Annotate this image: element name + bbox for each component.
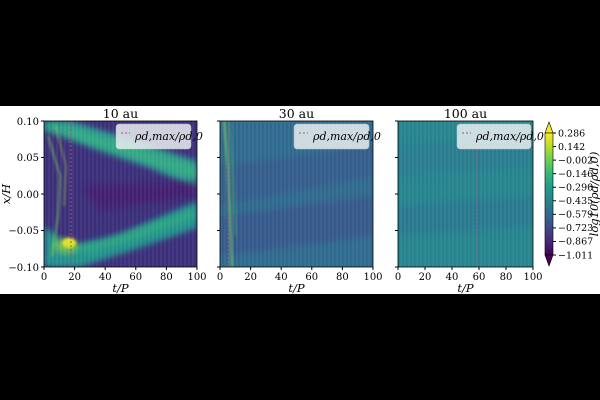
y-axis-30au (217, 120, 220, 268)
x-axis-10au: 0 20 40 60 80 100 (41, 267, 207, 283)
colorbar-tick-label: −0.290 (558, 183, 593, 194)
x-tick-label: 60 (473, 272, 486, 283)
colorbar-ticks: 0.286 0.142 −0.002 −0.146 −0.290 −0.435 −0.579… (553, 128, 593, 261)
x-tick-label: 80 (160, 272, 173, 283)
x-tick-label: 80 (500, 272, 513, 283)
legend-label-100au: ρd,max/ρd,0 (475, 130, 544, 143)
legend-10au: ρd,max/ρd,0 (115, 123, 203, 150)
colorbar-tick-label: −0.867 (558, 237, 593, 248)
x-tick-label: 100 (187, 272, 206, 283)
y-tick-label: 0.05 (17, 153, 39, 164)
y-axis-label: x/H (0, 183, 13, 204)
x-tick-label: 20 (244, 272, 257, 283)
x-tick-label: 80 (336, 272, 349, 283)
colorbar-tick-label: 0.142 (558, 142, 585, 153)
colorbar-tick-label: −0.435 (558, 196, 593, 207)
legend-label-30au: ρd,max/ρd,0 (312, 130, 381, 143)
x-axis-30au: 0 20 40 60 80 100 (217, 267, 383, 283)
colorbar-tick-label: −0.146 (558, 169, 593, 180)
x-axis-label-10au: t/P (112, 281, 128, 294)
legend-100au: ρd,max/ρd,0 (456, 123, 544, 150)
x-tick-label: 40 (446, 272, 459, 283)
figure: ρd,max/ρd,0 10 au 0.10 0.05 0.00 −0.05 −… (0, 106, 600, 294)
colorbar-tick-label: −0.579 (558, 210, 593, 221)
x-tick-label: 100 (523, 272, 542, 283)
legend-label-10au: ρd,max/ρd,0 (134, 130, 203, 143)
x-axis-label-100au: t/P (457, 281, 473, 294)
x-axis-100au: 0 20 40 60 80 100 (395, 267, 543, 283)
x-tick-label: 60 (129, 272, 142, 283)
colorbar-tick-label: −1.011 (558, 250, 593, 261)
y-axis-100au (395, 120, 398, 268)
x-tick-label: 40 (99, 272, 112, 283)
panel-30au: ρd,max/ρd,0 30 au 0 20 40 60 80 100 t/P (217, 106, 383, 294)
colorbar-label: log10(ρd/ρd,0) (587, 152, 600, 237)
x-tick-label: 0 (41, 272, 47, 283)
y-tick-label: 0.10 (17, 117, 39, 128)
x-tick-label: 100 (363, 272, 382, 283)
panel-title-10au: 10 au (103, 106, 138, 121)
y-axis-10au: 0.10 0.05 0.00 −0.05 −0.10 (8, 117, 44, 274)
legend-30au: ρd,max/ρd,0 (293, 123, 381, 150)
x-tick-label: 40 (275, 272, 288, 283)
colorbar-tick-label: −0.723 (558, 223, 593, 234)
chart-figure: ρd,max/ρd,0 10 au 0.10 0.05 0.00 −0.05 −… (0, 106, 600, 294)
colorbar-tick-label: 0.286 (558, 128, 585, 139)
panel-title-30au: 30 au (279, 106, 314, 121)
x-tick-label: 0 (395, 272, 401, 283)
colorbar: 0.286 0.142 −0.002 −0.146 −0.290 −0.435 −0.579… (544, 121, 600, 267)
panel-10au: ρd,max/ρd,0 10 au 0.10 0.05 0.00 −0.05 −… (0, 106, 207, 294)
x-tick-label: 20 (68, 272, 81, 283)
panel-100au: ρd,max/ρd,0 100 au 0 20 40 60 80 100 t/P (395, 106, 544, 294)
y-tick-label: −0.05 (8, 226, 39, 237)
x-tick-label: 20 (419, 272, 432, 283)
x-tick-label: 0 (217, 272, 223, 283)
x-tick-label: 60 (305, 272, 318, 283)
panel-title-100au: 100 au (444, 106, 487, 121)
colorbar-tick-label: −0.002 (558, 155, 593, 166)
y-tick-label: 0.00 (17, 190, 39, 201)
x-axis-label-30au: t/P (288, 281, 304, 294)
y-tick-label: −0.10 (8, 263, 39, 274)
